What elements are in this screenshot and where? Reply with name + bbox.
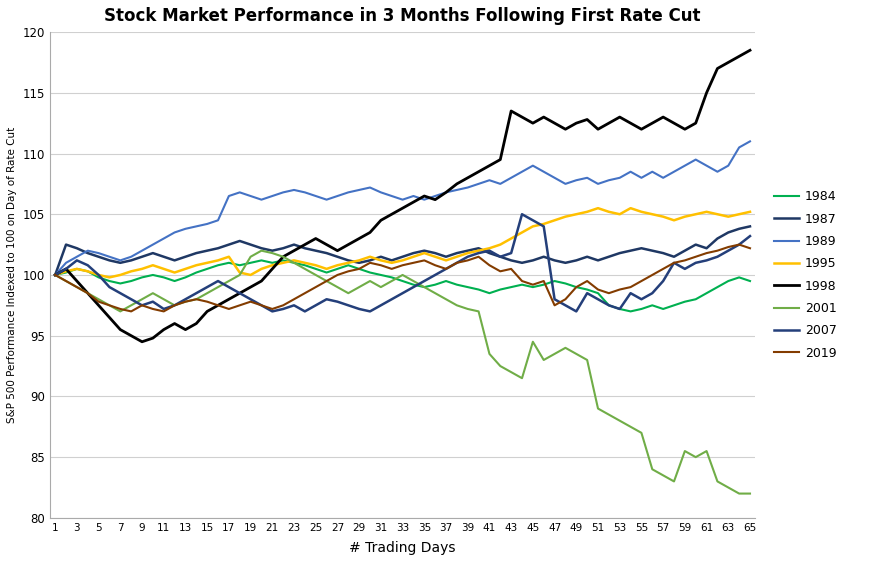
1995 — [669, 217, 679, 224]
2019 — [267, 306, 278, 312]
1989 — [723, 162, 734, 169]
1989 — [50, 271, 61, 278]
2007 — [354, 306, 365, 312]
1989 — [408, 193, 418, 200]
1995 — [104, 274, 114, 281]
2001 — [256, 247, 266, 254]
2019 — [745, 245, 755, 252]
2001 — [267, 250, 278, 256]
2007 — [745, 233, 755, 239]
1984 — [419, 284, 430, 291]
2007 — [669, 260, 679, 266]
1987 — [723, 229, 734, 236]
Title: Stock Market Performance in 3 Months Following First Rate Cut: Stock Market Performance in 3 Months Fol… — [105, 7, 701, 25]
Line: 1989: 1989 — [55, 142, 750, 275]
2001 — [745, 490, 755, 497]
2007 — [267, 308, 278, 315]
2007 — [256, 302, 266, 309]
1998 — [419, 193, 430, 200]
1998 — [745, 47, 755, 53]
1989 — [213, 217, 224, 224]
1984 — [256, 257, 266, 264]
1987 — [745, 223, 755, 230]
1987 — [50, 271, 61, 278]
1984 — [625, 308, 636, 315]
1984 — [267, 260, 278, 266]
1984 — [723, 278, 734, 284]
1984 — [213, 262, 224, 269]
1987 — [647, 247, 658, 254]
2019 — [658, 265, 669, 272]
1987 — [408, 250, 418, 256]
2001 — [354, 284, 365, 291]
2007 — [419, 278, 430, 284]
1984 — [669, 302, 679, 309]
Line: 2001: 2001 — [55, 251, 750, 493]
2007 — [213, 278, 224, 284]
2019 — [712, 247, 722, 254]
1998 — [723, 59, 734, 66]
1995 — [50, 271, 61, 278]
1984 — [354, 265, 365, 272]
1995 — [593, 205, 603, 211]
Line: 1995: 1995 — [55, 208, 750, 278]
2001 — [658, 472, 669, 479]
2001 — [419, 284, 430, 291]
2019 — [734, 241, 745, 248]
2001 — [734, 490, 745, 497]
2007 — [517, 211, 527, 217]
Legend: 1984, 1987, 1989, 1995, 1998, 2001, 2007, 2019: 1984, 1987, 1989, 1995, 1998, 2001, 2007… — [769, 185, 842, 365]
1998 — [224, 296, 234, 302]
1984 — [50, 271, 61, 278]
2019 — [354, 265, 365, 272]
1984 — [745, 278, 755, 284]
1995 — [224, 253, 234, 260]
1995 — [267, 262, 278, 269]
1989 — [745, 138, 755, 145]
1987 — [256, 245, 266, 252]
1998 — [137, 338, 148, 345]
2001 — [50, 271, 61, 278]
1989 — [343, 189, 354, 196]
2007 — [50, 271, 61, 278]
Line: 1984: 1984 — [55, 260, 750, 311]
2007 — [723, 247, 734, 254]
1989 — [256, 196, 266, 203]
1987 — [343, 257, 354, 264]
Line: 1987: 1987 — [55, 226, 750, 275]
Y-axis label: S&P 500 Performance Indexed to 100 on Day of Rate Cut: S&P 500 Performance Indexed to 100 on Da… — [7, 127, 17, 423]
2019 — [126, 308, 137, 315]
1995 — [723, 214, 734, 220]
X-axis label: # Trading Days: # Trading Days — [350, 541, 456, 555]
1998 — [354, 235, 365, 242]
Line: 2019: 2019 — [55, 244, 750, 311]
Line: 1998: 1998 — [55, 50, 750, 342]
2001 — [213, 284, 224, 291]
1995 — [745, 209, 755, 215]
1995 — [419, 250, 430, 256]
1998 — [658, 114, 669, 120]
1998 — [267, 265, 278, 272]
1987 — [213, 245, 224, 252]
1995 — [354, 257, 365, 264]
1989 — [647, 169, 658, 175]
2019 — [50, 271, 61, 278]
2019 — [419, 257, 430, 264]
2019 — [224, 306, 234, 312]
Line: 2007: 2007 — [55, 214, 750, 311]
2001 — [712, 478, 722, 485]
1998 — [50, 271, 61, 278]
